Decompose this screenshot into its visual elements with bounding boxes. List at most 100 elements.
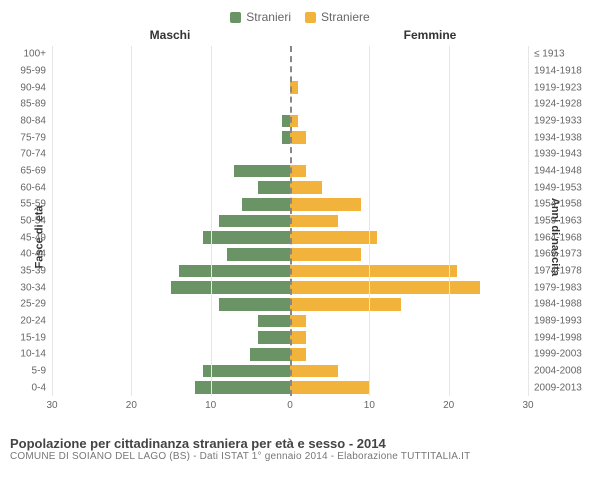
bar-male <box>234 165 290 178</box>
bar-male <box>179 265 290 278</box>
birth-year-label: 1994-1998 <box>534 332 582 343</box>
birth-year-label: 1979-1983 <box>534 282 582 293</box>
birth-year-label: 1924-1928 <box>534 99 582 110</box>
header-female: Femmine <box>300 28 600 42</box>
gridline <box>369 46 370 396</box>
age-label: 20-24 <box>20 316 46 327</box>
bar-male <box>227 248 290 261</box>
bar-female <box>290 315 306 328</box>
bar-female <box>290 348 306 361</box>
age-label: 10-14 <box>20 349 46 360</box>
gridline <box>211 46 212 396</box>
birth-year-label: 2009-2013 <box>534 382 582 393</box>
age-label: 25-29 <box>20 299 46 310</box>
bar-male <box>282 131 290 144</box>
gridline <box>131 46 132 396</box>
legend-item-female: Straniere <box>305 10 370 24</box>
age-label: 50-54 <box>20 216 46 227</box>
bar-male <box>250 348 290 361</box>
birth-year-label: 1929-1933 <box>534 116 582 127</box>
legend-label-female: Straniere <box>321 10 370 24</box>
x-tick-label: 20 <box>443 400 454 411</box>
chart-area: Fasce di età Anni di nascita 100+≤ 19139… <box>0 42 600 432</box>
bar-female <box>290 198 361 211</box>
bar-male <box>219 298 290 311</box>
header-male: Maschi <box>0 28 300 42</box>
gridline <box>52 46 53 396</box>
bar-female <box>290 381 369 394</box>
bar-female <box>290 165 306 178</box>
gridline <box>449 46 450 396</box>
x-tick-label: 30 <box>522 400 533 411</box>
birth-year-label: 1959-1963 <box>534 216 582 227</box>
bar-female <box>290 215 338 228</box>
bar-female <box>290 365 338 378</box>
x-tick-label: 10 <box>364 400 375 411</box>
x-axis: 3020100102030 <box>52 400 528 414</box>
bar-male <box>282 115 290 128</box>
bar-male <box>258 181 290 194</box>
birth-year-label: 1984-1988 <box>534 299 582 310</box>
birth-year-label: 1999-2003 <box>534 349 582 360</box>
chart-title: Popolazione per cittadinanza straniera p… <box>10 436 590 451</box>
bar-male <box>203 231 290 244</box>
bar-female <box>290 265 457 278</box>
plot-region: 100+≤ 191395-991914-191890-941919-192385… <box>52 46 528 396</box>
bar-male <box>171 281 290 294</box>
bar-female <box>290 298 401 311</box>
birth-year-label: 1954-1958 <box>534 199 582 210</box>
age-label: 95-99 <box>20 66 46 77</box>
birth-year-label: 1914-1918 <box>534 66 582 77</box>
chart-subtitle: COMUNE DI SOIANO DEL LAGO (BS) - Dati IS… <box>10 451 590 462</box>
age-label: 0-4 <box>32 382 46 393</box>
bar-male <box>242 198 290 211</box>
x-tick-label: 30 <box>46 400 57 411</box>
bar-female <box>290 181 322 194</box>
age-label: 80-84 <box>20 116 46 127</box>
age-label: 70-74 <box>20 149 46 160</box>
legend-item-male: Stranieri <box>230 10 291 24</box>
bar-male <box>258 315 290 328</box>
age-label: 75-79 <box>20 132 46 143</box>
bar-female <box>290 131 306 144</box>
age-label: 35-39 <box>20 266 46 277</box>
age-label: 15-19 <box>20 332 46 343</box>
bar-female <box>290 231 377 244</box>
birth-year-label: ≤ 1913 <box>534 49 565 60</box>
gender-headers: Maschi Femmine <box>0 28 600 42</box>
age-label: 5-9 <box>32 366 46 377</box>
bar-female <box>290 248 361 261</box>
x-tick-label: 10 <box>205 400 216 411</box>
gridline <box>528 46 529 396</box>
age-label: 45-49 <box>20 232 46 243</box>
legend-label-male: Stranieri <box>246 10 291 24</box>
birth-year-label: 1944-1948 <box>534 166 582 177</box>
age-label: 100+ <box>23 49 46 60</box>
bar-female <box>290 281 480 294</box>
birth-year-label: 1919-1923 <box>534 82 582 93</box>
bar-male <box>195 381 290 394</box>
birth-year-label: 1969-1973 <box>534 249 582 260</box>
bar-male <box>203 365 290 378</box>
birth-year-label: 1939-1943 <box>534 149 582 160</box>
swatch-female <box>305 12 316 23</box>
age-label: 85-89 <box>20 99 46 110</box>
age-label: 30-34 <box>20 282 46 293</box>
bar-female <box>290 331 306 344</box>
x-tick-label: 20 <box>126 400 137 411</box>
age-label: 90-94 <box>20 82 46 93</box>
swatch-male <box>230 12 241 23</box>
age-label: 60-64 <box>20 182 46 193</box>
birth-year-label: 1989-1993 <box>534 316 582 327</box>
bar-male <box>258 331 290 344</box>
legend: Stranieri Straniere <box>0 0 600 28</box>
age-label: 65-69 <box>20 166 46 177</box>
birth-year-label: 1964-1968 <box>534 232 582 243</box>
bar-male <box>219 215 290 228</box>
birth-year-label: 2004-2008 <box>534 366 582 377</box>
x-tick-label: 0 <box>287 400 293 411</box>
birth-year-label: 1934-1938 <box>534 132 582 143</box>
chart-footer: Popolazione per cittadinanza straniera p… <box>0 432 600 462</box>
age-label: 40-44 <box>20 249 46 260</box>
birth-year-label: 1974-1978 <box>534 266 582 277</box>
